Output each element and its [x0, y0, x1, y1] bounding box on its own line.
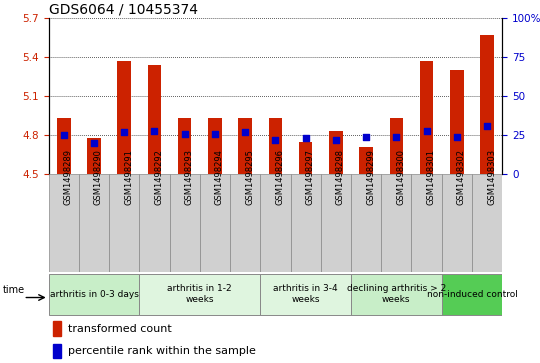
- Text: GSM1498302: GSM1498302: [457, 149, 466, 205]
- Point: [301, 135, 310, 141]
- Text: GSM1498298: GSM1498298: [336, 149, 345, 205]
- Bar: [208, 118, 222, 174]
- Text: GSM1498301: GSM1498301: [427, 149, 436, 205]
- Bar: [238, 118, 252, 174]
- Bar: [411, 174, 442, 272]
- Bar: [260, 174, 291, 272]
- Bar: [299, 142, 313, 174]
- Text: GSM1498297: GSM1498297: [306, 149, 315, 205]
- Point: [211, 131, 219, 136]
- Bar: [117, 61, 131, 174]
- Bar: [291, 174, 321, 272]
- Text: GSM1498294: GSM1498294: [215, 149, 224, 205]
- Bar: [170, 174, 200, 272]
- Point: [392, 134, 401, 140]
- Point: [90, 140, 98, 146]
- Bar: [442, 274, 502, 314]
- Point: [271, 137, 280, 143]
- Point: [120, 129, 129, 135]
- Bar: [109, 174, 139, 272]
- Bar: [472, 174, 502, 272]
- Bar: [53, 322, 62, 336]
- Point: [180, 131, 189, 136]
- Text: GSM1498290: GSM1498290: [94, 149, 103, 205]
- Text: GSM1498295: GSM1498295: [245, 149, 254, 205]
- Text: GSM1498291: GSM1498291: [124, 149, 133, 205]
- Text: transformed count: transformed count: [68, 323, 172, 334]
- Bar: [268, 118, 282, 174]
- Bar: [329, 131, 343, 174]
- Text: GSM1498293: GSM1498293: [185, 149, 194, 205]
- Bar: [351, 274, 442, 314]
- Text: time: time: [3, 285, 25, 295]
- Point: [150, 128, 159, 134]
- Bar: [147, 65, 161, 174]
- Bar: [139, 274, 260, 314]
- Bar: [57, 118, 71, 174]
- Text: arthritis in 0-3 days: arthritis in 0-3 days: [50, 290, 138, 298]
- Point: [332, 137, 340, 143]
- Point: [422, 128, 431, 134]
- Bar: [139, 174, 170, 272]
- Text: GSM1498300: GSM1498300: [396, 149, 406, 205]
- Text: GSM1498289: GSM1498289: [64, 149, 73, 205]
- Text: arthritis in 1-2
weeks: arthritis in 1-2 weeks: [167, 284, 232, 304]
- Point: [362, 134, 370, 140]
- Bar: [351, 174, 381, 272]
- Text: non-induced control: non-induced control: [427, 290, 517, 298]
- Bar: [450, 70, 464, 174]
- Point: [59, 132, 68, 138]
- Point: [483, 123, 491, 129]
- Bar: [79, 174, 109, 272]
- Bar: [381, 174, 411, 272]
- Bar: [200, 174, 230, 272]
- Text: GDS6064 / 10455374: GDS6064 / 10455374: [49, 3, 198, 17]
- Text: GSM1498299: GSM1498299: [366, 149, 375, 205]
- Bar: [321, 174, 351, 272]
- Text: GSM1498303: GSM1498303: [487, 149, 496, 205]
- Text: GSM1498296: GSM1498296: [275, 149, 285, 205]
- Text: declining arthritis > 2
weeks: declining arthritis > 2 weeks: [347, 284, 446, 304]
- Text: GSM1498292: GSM1498292: [154, 149, 164, 205]
- Bar: [87, 138, 101, 174]
- Bar: [420, 61, 434, 174]
- Text: percentile rank within the sample: percentile rank within the sample: [68, 346, 256, 356]
- Bar: [442, 174, 472, 272]
- Bar: [389, 118, 403, 174]
- Point: [241, 129, 249, 135]
- Point: [453, 134, 461, 140]
- Bar: [230, 174, 260, 272]
- Bar: [480, 35, 494, 174]
- Bar: [260, 274, 351, 314]
- Bar: [49, 274, 139, 314]
- Bar: [49, 174, 79, 272]
- Bar: [359, 147, 373, 174]
- Bar: [53, 344, 62, 358]
- Text: arthritis in 3-4
weeks: arthritis in 3-4 weeks: [273, 284, 338, 304]
- Bar: [178, 118, 192, 174]
